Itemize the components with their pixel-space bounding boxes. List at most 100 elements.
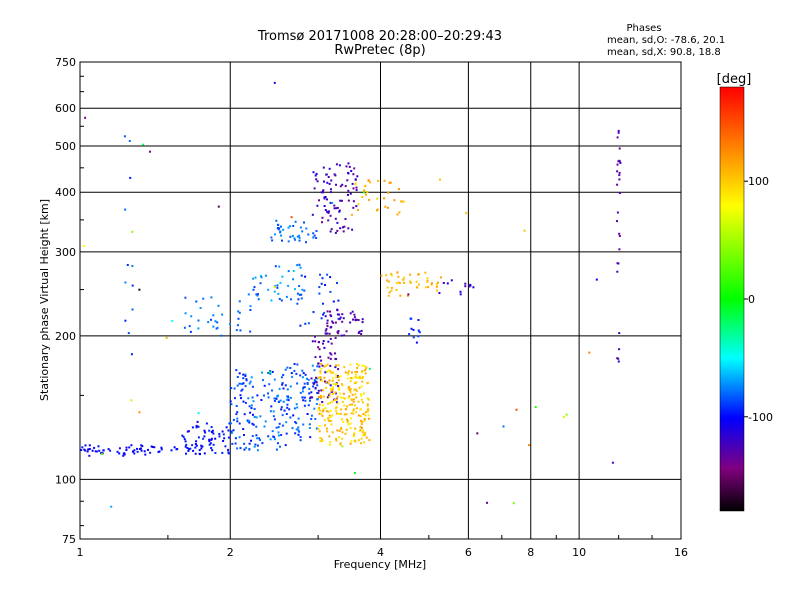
data-point <box>248 382 251 385</box>
data-point <box>341 183 344 186</box>
data-point <box>362 191 365 194</box>
data-point <box>336 229 339 232</box>
data-point <box>334 174 337 177</box>
data-point <box>464 282 467 285</box>
data-point <box>353 316 356 319</box>
data-point <box>409 281 412 284</box>
data-point <box>236 324 239 327</box>
data-point <box>364 372 367 375</box>
data-point <box>366 405 369 408</box>
data-point <box>326 322 329 325</box>
data-point <box>184 445 187 448</box>
data-point <box>300 293 303 296</box>
data-point <box>341 313 344 316</box>
data-point <box>348 165 351 168</box>
data-point <box>336 206 339 209</box>
data-point <box>335 412 338 415</box>
data-point <box>325 364 328 367</box>
data-point <box>618 171 621 174</box>
data-point <box>230 403 233 406</box>
data-point <box>323 196 326 199</box>
data-point <box>426 280 429 283</box>
data-point <box>309 436 312 439</box>
data-point <box>360 426 363 429</box>
data-point <box>298 293 301 296</box>
data-point <box>412 328 415 331</box>
data-point <box>362 413 365 415</box>
data-point <box>335 376 338 379</box>
data-point <box>221 451 224 454</box>
data-point <box>464 285 467 288</box>
data-point <box>324 407 327 410</box>
data-point <box>327 402 330 405</box>
data-point <box>322 189 325 192</box>
data-point <box>128 446 131 449</box>
data-point <box>299 266 302 269</box>
data-point <box>256 437 259 440</box>
data-point <box>353 167 356 170</box>
data-point <box>350 170 353 172</box>
data-point <box>348 404 351 406</box>
data-point <box>446 282 449 285</box>
data-point <box>306 383 309 385</box>
data-point <box>616 183 619 186</box>
data-point <box>616 163 619 166</box>
data-point <box>502 425 505 428</box>
data-point <box>303 404 306 407</box>
data-point <box>301 376 304 379</box>
data-point <box>277 227 279 230</box>
data-point <box>409 280 412 283</box>
data-point <box>123 453 126 456</box>
data-point <box>337 299 340 302</box>
data-point <box>342 317 345 320</box>
data-point <box>331 400 334 403</box>
data-point <box>338 313 341 316</box>
data-point <box>359 408 362 411</box>
data-point <box>339 375 342 378</box>
data-point <box>210 438 213 441</box>
data-point <box>282 228 285 231</box>
data-point <box>259 439 262 441</box>
data-point <box>347 372 349 375</box>
data-point <box>242 428 245 430</box>
data-point <box>304 373 307 376</box>
data-point <box>352 206 355 209</box>
data-point <box>297 433 300 436</box>
data-point <box>269 370 272 373</box>
data-point <box>329 276 332 279</box>
data-point <box>184 440 187 443</box>
data-point <box>326 310 329 313</box>
data-point <box>243 442 246 445</box>
data-point <box>338 376 341 379</box>
data-point <box>280 234 283 237</box>
data-point <box>363 441 365 444</box>
data-point <box>360 442 363 445</box>
data-point <box>320 389 323 392</box>
data-point <box>234 397 236 400</box>
data-point <box>351 310 354 313</box>
data-point <box>130 399 133 402</box>
data-point <box>331 414 334 417</box>
data-point <box>343 334 346 337</box>
data-point <box>328 420 331 422</box>
data-point <box>191 444 194 447</box>
data-point <box>323 180 325 183</box>
data-point <box>326 210 329 213</box>
data-point <box>417 319 420 321</box>
data-point <box>396 271 399 274</box>
data-point <box>435 289 438 292</box>
data-point <box>270 405 273 408</box>
data-point <box>245 379 248 382</box>
data-point <box>562 415 565 418</box>
data-point <box>344 408 347 411</box>
data-point <box>242 382 245 385</box>
data-point <box>210 296 213 299</box>
data-point <box>354 427 357 430</box>
data-point <box>355 363 358 365</box>
data-point <box>380 274 383 277</box>
data-point <box>319 376 322 379</box>
data-point <box>329 214 332 217</box>
data-point <box>310 418 313 420</box>
data-point <box>124 208 127 211</box>
data-point <box>227 436 230 439</box>
